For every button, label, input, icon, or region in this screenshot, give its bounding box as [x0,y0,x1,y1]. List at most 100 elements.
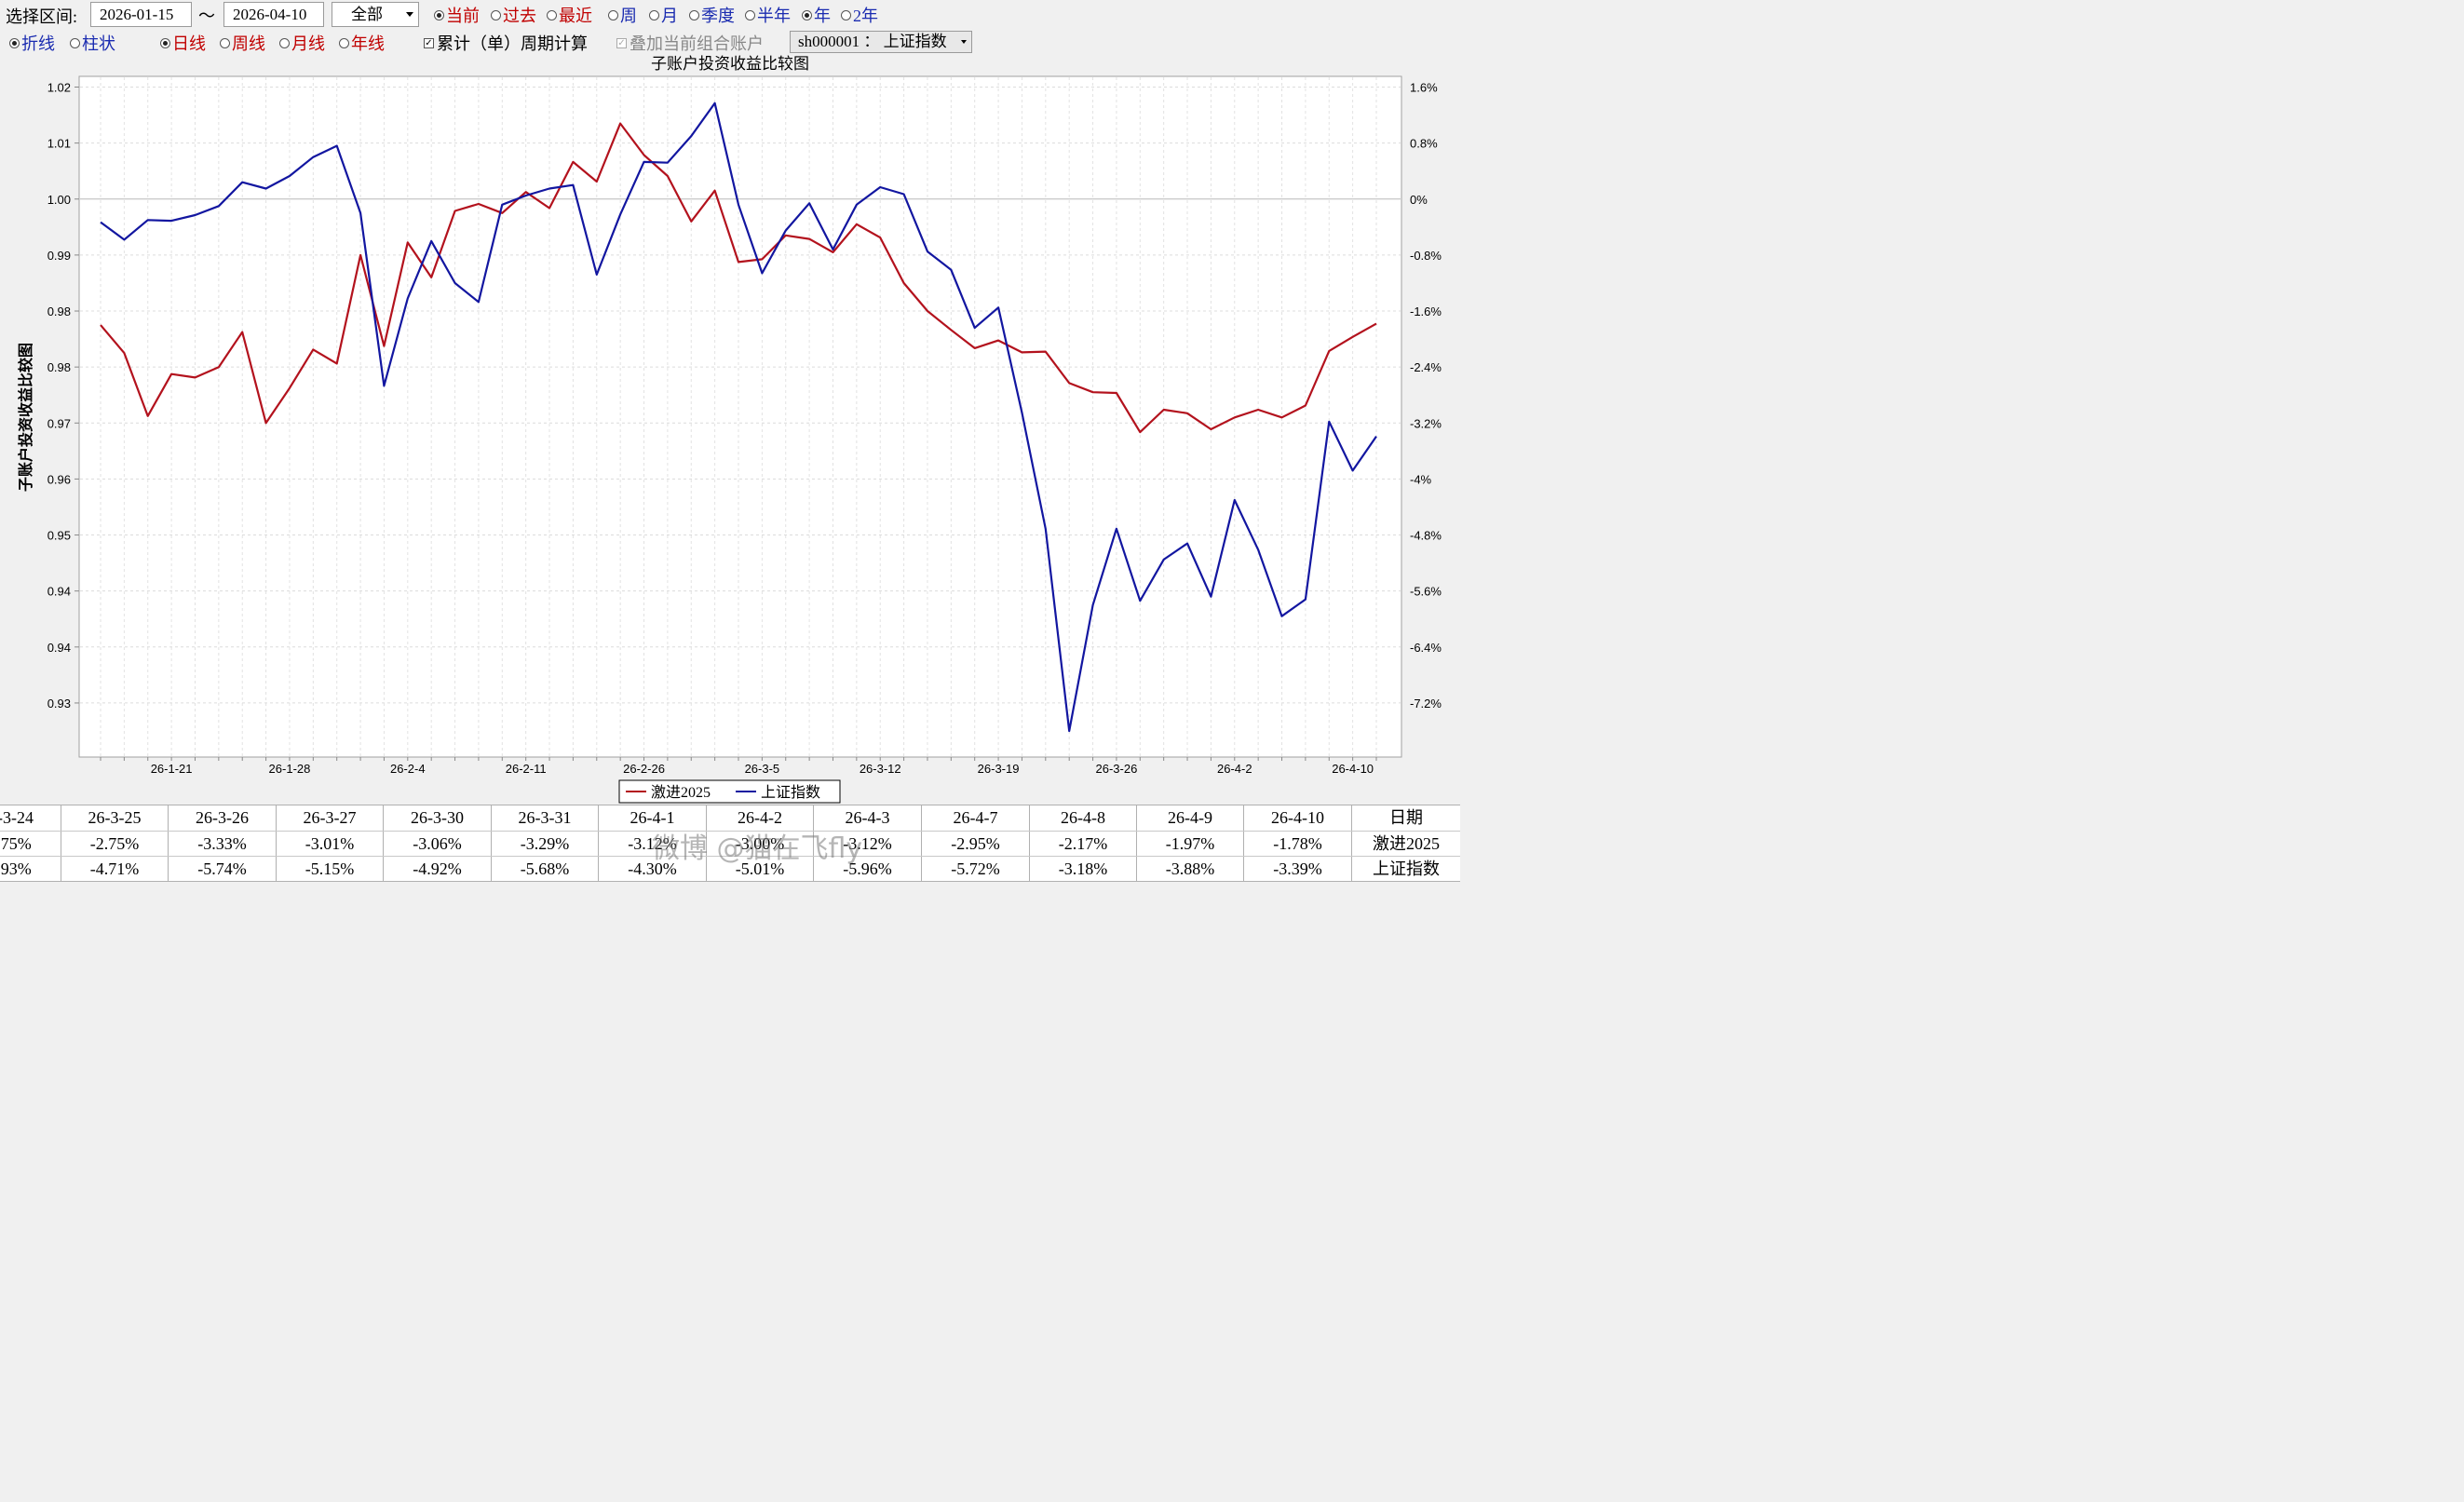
x-tick-label: 26-4-2 [1217,762,1252,776]
y-tick-label-right: -2.4% [1410,360,1442,374]
freq-weekly[interactable]: 周线 [220,31,265,55]
y-tick-label-left: 0.99 [47,249,71,263]
date-cell: 26-3-26 [169,805,277,831]
index-cell: -5.96% [814,857,922,882]
index-cell: -3.88% [1137,857,1244,882]
index-cell: -5.01% [707,857,814,882]
period-option-quarter[interactable]: 季度 [689,3,735,27]
index-cell: -3.39% [1244,857,1352,882]
date-cell: 26-3-24 [0,805,61,831]
index-cell: -3.18% [1030,857,1137,882]
aggressive-cell: -1.78% [1244,832,1352,857]
y-tick-label-right: -6.4% [1410,641,1442,655]
y-tick-label-left: 0.98 [47,304,71,318]
index-cell: -3.93% [0,857,61,882]
index-header: 上证指数 [1373,859,1440,878]
range-label: 选择区间: [6,7,78,26]
y-tick-label-right: -4.8% [1410,529,1442,543]
y-tick-label-right: -5.6% [1410,585,1442,599]
y-tick-label-left: 0.98 [47,360,71,374]
y-tick-label-right: 0% [1410,193,1428,207]
chart-type-line[interactable]: 折线 [9,31,55,55]
end-date-input[interactable]: 2026-04-10 [223,2,324,27]
y-tick-label-left: 1.00 [47,193,71,207]
x-tick-label: 26-3-26 [1096,762,1138,776]
aggressive-cell: -3.00% [707,832,814,857]
period-option-past[interactable]: 过去 [491,3,536,27]
x-tick-label: 26-1-21 [151,762,193,776]
aggressive-cell: -3.29% [492,832,599,857]
period-option-month[interactable]: 月 [649,3,678,27]
period-option-week[interactable]: 周 [608,3,637,27]
index-cell: -5.68% [492,857,599,882]
date-cell: 26-4-8 [1030,805,1137,831]
y-tick-label-right: -4% [1410,472,1432,486]
date-cell: 26-3-25 [61,805,169,831]
radio-icon [491,9,501,20]
legend-label-index: 上证指数 [761,784,820,801]
start-date-input[interactable]: 2026-01-15 [90,2,192,27]
aggressive-cell: -2.75% [61,832,169,857]
overlay-checkbox[interactable]: ✓ 叠加当前组合账户 [616,34,764,53]
chevron-down-icon [406,12,413,17]
period-option-year[interactable]: 年 [802,3,831,27]
chart-title: 子账户投资收益比较图 [651,55,809,73]
y-tick-label-right: -7.2% [1410,697,1442,710]
cumulative-checkbox[interactable]: ✓ 累计（单）周期计算 [424,34,588,53]
series-line-index [100,101,1377,733]
aggressive-cell: -3.12% [599,832,707,857]
checkmark-icon: ✓ [424,37,434,48]
chart-type-bar[interactable]: 柱状 [70,31,115,55]
index-cell: -4.30% [599,857,707,882]
radio-icon [70,37,80,48]
period-option-current[interactable]: 当前 [434,3,480,27]
index-cell: -5.72% [922,857,1030,882]
date-cell: 26-3-27 [277,805,384,831]
y-tick-label-right: 1.6% [1410,81,1438,95]
period-option-recent[interactable]: 最近 [547,3,592,27]
table-row-aggressive: -2.75%-2.75%-3.33%-3.01%-3.06%-3.29%-3.1… [0,831,1460,857]
freq-yearly[interactable]: 年线 [339,31,385,55]
scope-select[interactable]: 全部 [332,2,419,27]
period-option-halfyear[interactable]: 半年 [745,3,791,27]
freq-daily[interactable]: 日线 [160,31,206,55]
radio-icon [9,37,20,48]
date-cell: 26-3-31 [492,805,599,831]
aggressive-header: 激进2025 [1373,834,1440,853]
radio-icon [434,9,444,20]
range-tilde: ～ [198,7,215,25]
radio-icon [279,37,290,48]
y-tick-label-left: 1.01 [47,137,71,151]
aggressive-cell: -3.06% [384,832,492,857]
y-axis-label: 子账户投资收益比较图 [17,343,34,492]
y-tick-label-left: 0.93 [47,697,71,710]
index-select-value: sh000001 ： 上证指数 [798,33,947,50]
y-tick-label-right: -0.8% [1410,249,1442,263]
date-cell: 26-4-7 [922,805,1030,831]
y-tick-label-left: 0.96 [47,472,71,486]
table-row-index: -3.93%-4.71%-5.74%-5.15%-4.92%-5.68%-4.3… [0,856,1460,882]
radio-icon [802,9,812,20]
date-cell: 26-4-1 [599,805,707,831]
freq-monthly[interactable]: 月线 [279,31,325,55]
index-cell: -5.15% [277,857,384,882]
period-option-2year[interactable]: 2年 [841,3,878,27]
x-tick-label: 26-1-28 [269,762,311,776]
aggressive-cell: -2.75% [0,832,61,857]
aggressive-cell: -2.17% [1030,832,1137,857]
index-cell: -4.71% [61,857,169,882]
radio-icon [649,9,659,20]
y-tick-label-right: -3.2% [1410,416,1442,430]
chevron-down-icon [961,40,967,44]
x-tick-label: 26-3-5 [745,762,780,776]
y-tick-label-left: 0.94 [47,585,71,599]
y-tick-label-left: 0.95 [47,529,71,543]
y-tick-label-right: 0.8% [1410,137,1438,151]
aggressive-cell: -1.97% [1137,832,1244,857]
legend-box [618,779,841,804]
radio-icon [339,37,349,48]
date-cell: 26-4-2 [707,805,814,831]
date-cell: 26-4-9 [1137,805,1244,831]
index-select[interactable]: sh000001 ： 上证指数 [790,31,972,53]
y-tick-label-left: 0.97 [47,416,71,430]
